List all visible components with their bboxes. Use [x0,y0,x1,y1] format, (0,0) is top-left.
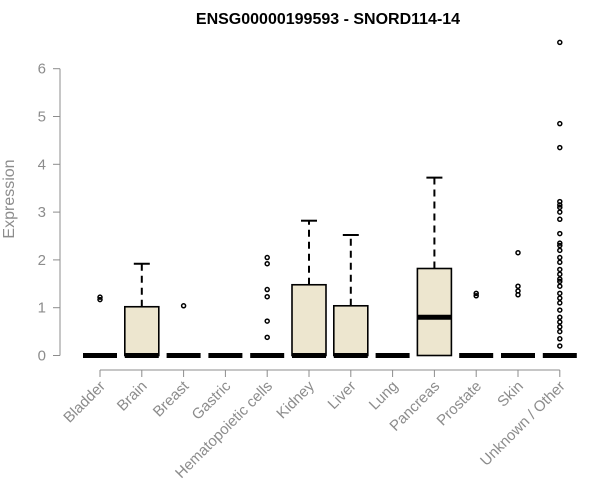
box-breast [166,303,201,358]
outlier-point [264,254,270,261]
outlier-point [557,336,563,342]
outlier-point [557,230,563,237]
y-tick-label: 3 [38,204,46,221]
outlier-point [557,209,563,215]
outlier-point [515,283,521,289]
outlier-point [515,288,521,294]
box-body [124,305,160,357]
box-kidney [291,219,327,358]
y-tick-label: 5 [38,109,46,126]
outlier-point [557,278,563,285]
outlier-point [557,266,563,273]
outlier-point [557,328,563,335]
outlier-point [557,39,563,46]
outlier-point [557,247,563,254]
outlier-point [557,120,563,127]
box-bladder [83,294,117,358]
outlier-point [264,260,270,267]
outlier-point [557,204,563,211]
outlier-point [264,318,270,324]
box-skin [501,249,535,358]
x-tick-label: Lung [366,378,402,414]
outlier-point [180,303,187,309]
outlier-point [557,242,563,249]
outlier-point [557,271,563,277]
x-tick-label: Liver [325,378,360,413]
chart-title: ENSG00000199593 - SNORD114-14 [196,11,460,28]
box-pancreas [416,176,453,357]
outlier-point [557,144,563,151]
box-body [416,267,453,357]
outlier-point [557,259,563,266]
y-tick-label: 0 [38,348,46,365]
box-hematopoietic-cells [250,254,285,358]
x-tick-label: Skin [494,378,527,411]
outlier-point [264,286,270,293]
y-tick-label: 1 [38,300,46,317]
outlier-point [557,295,563,301]
y-axis-label: Expression [1,159,18,238]
y-tick-label: 2 [38,252,46,269]
box-brain [124,262,160,358]
outlier-point [473,293,479,299]
outlier-point [557,240,563,246]
outlier-point [557,216,563,223]
y-tick-label: 6 [38,61,46,78]
outlier-point [557,307,563,313]
outlier-point [473,290,479,297]
outlier-point [264,293,270,300]
outlier-point [557,343,563,349]
outlier-point [557,198,563,205]
outlier-point [557,276,563,282]
x-tick-label: Breast [150,377,193,420]
y-tick-label: 4 [38,156,46,173]
outlier-point [557,300,563,306]
outlier-point [557,283,563,289]
box-unknown-other [542,39,577,358]
outlier-point [557,319,563,325]
box-prostate [459,290,494,358]
outlier-point [557,254,563,261]
y-axis: 0 1 2 3 4 5 6 [38,61,61,365]
x-tick-label: Kidney [273,377,318,422]
outlier-point [264,334,270,341]
x-tick-label: Prostate [433,378,485,430]
outlier-point [97,296,103,303]
outlier-point [97,294,103,300]
outlier-point [557,314,563,321]
x-tick-label: Brain [114,378,151,415]
box-series [83,39,577,358]
box-body [291,283,327,357]
outlier-point [557,290,563,297]
outlier-point [557,324,563,330]
box-body [332,304,369,357]
outlier-point [515,249,521,256]
x-tick-label: Bladder [60,378,109,427]
box-liver [332,234,369,358]
